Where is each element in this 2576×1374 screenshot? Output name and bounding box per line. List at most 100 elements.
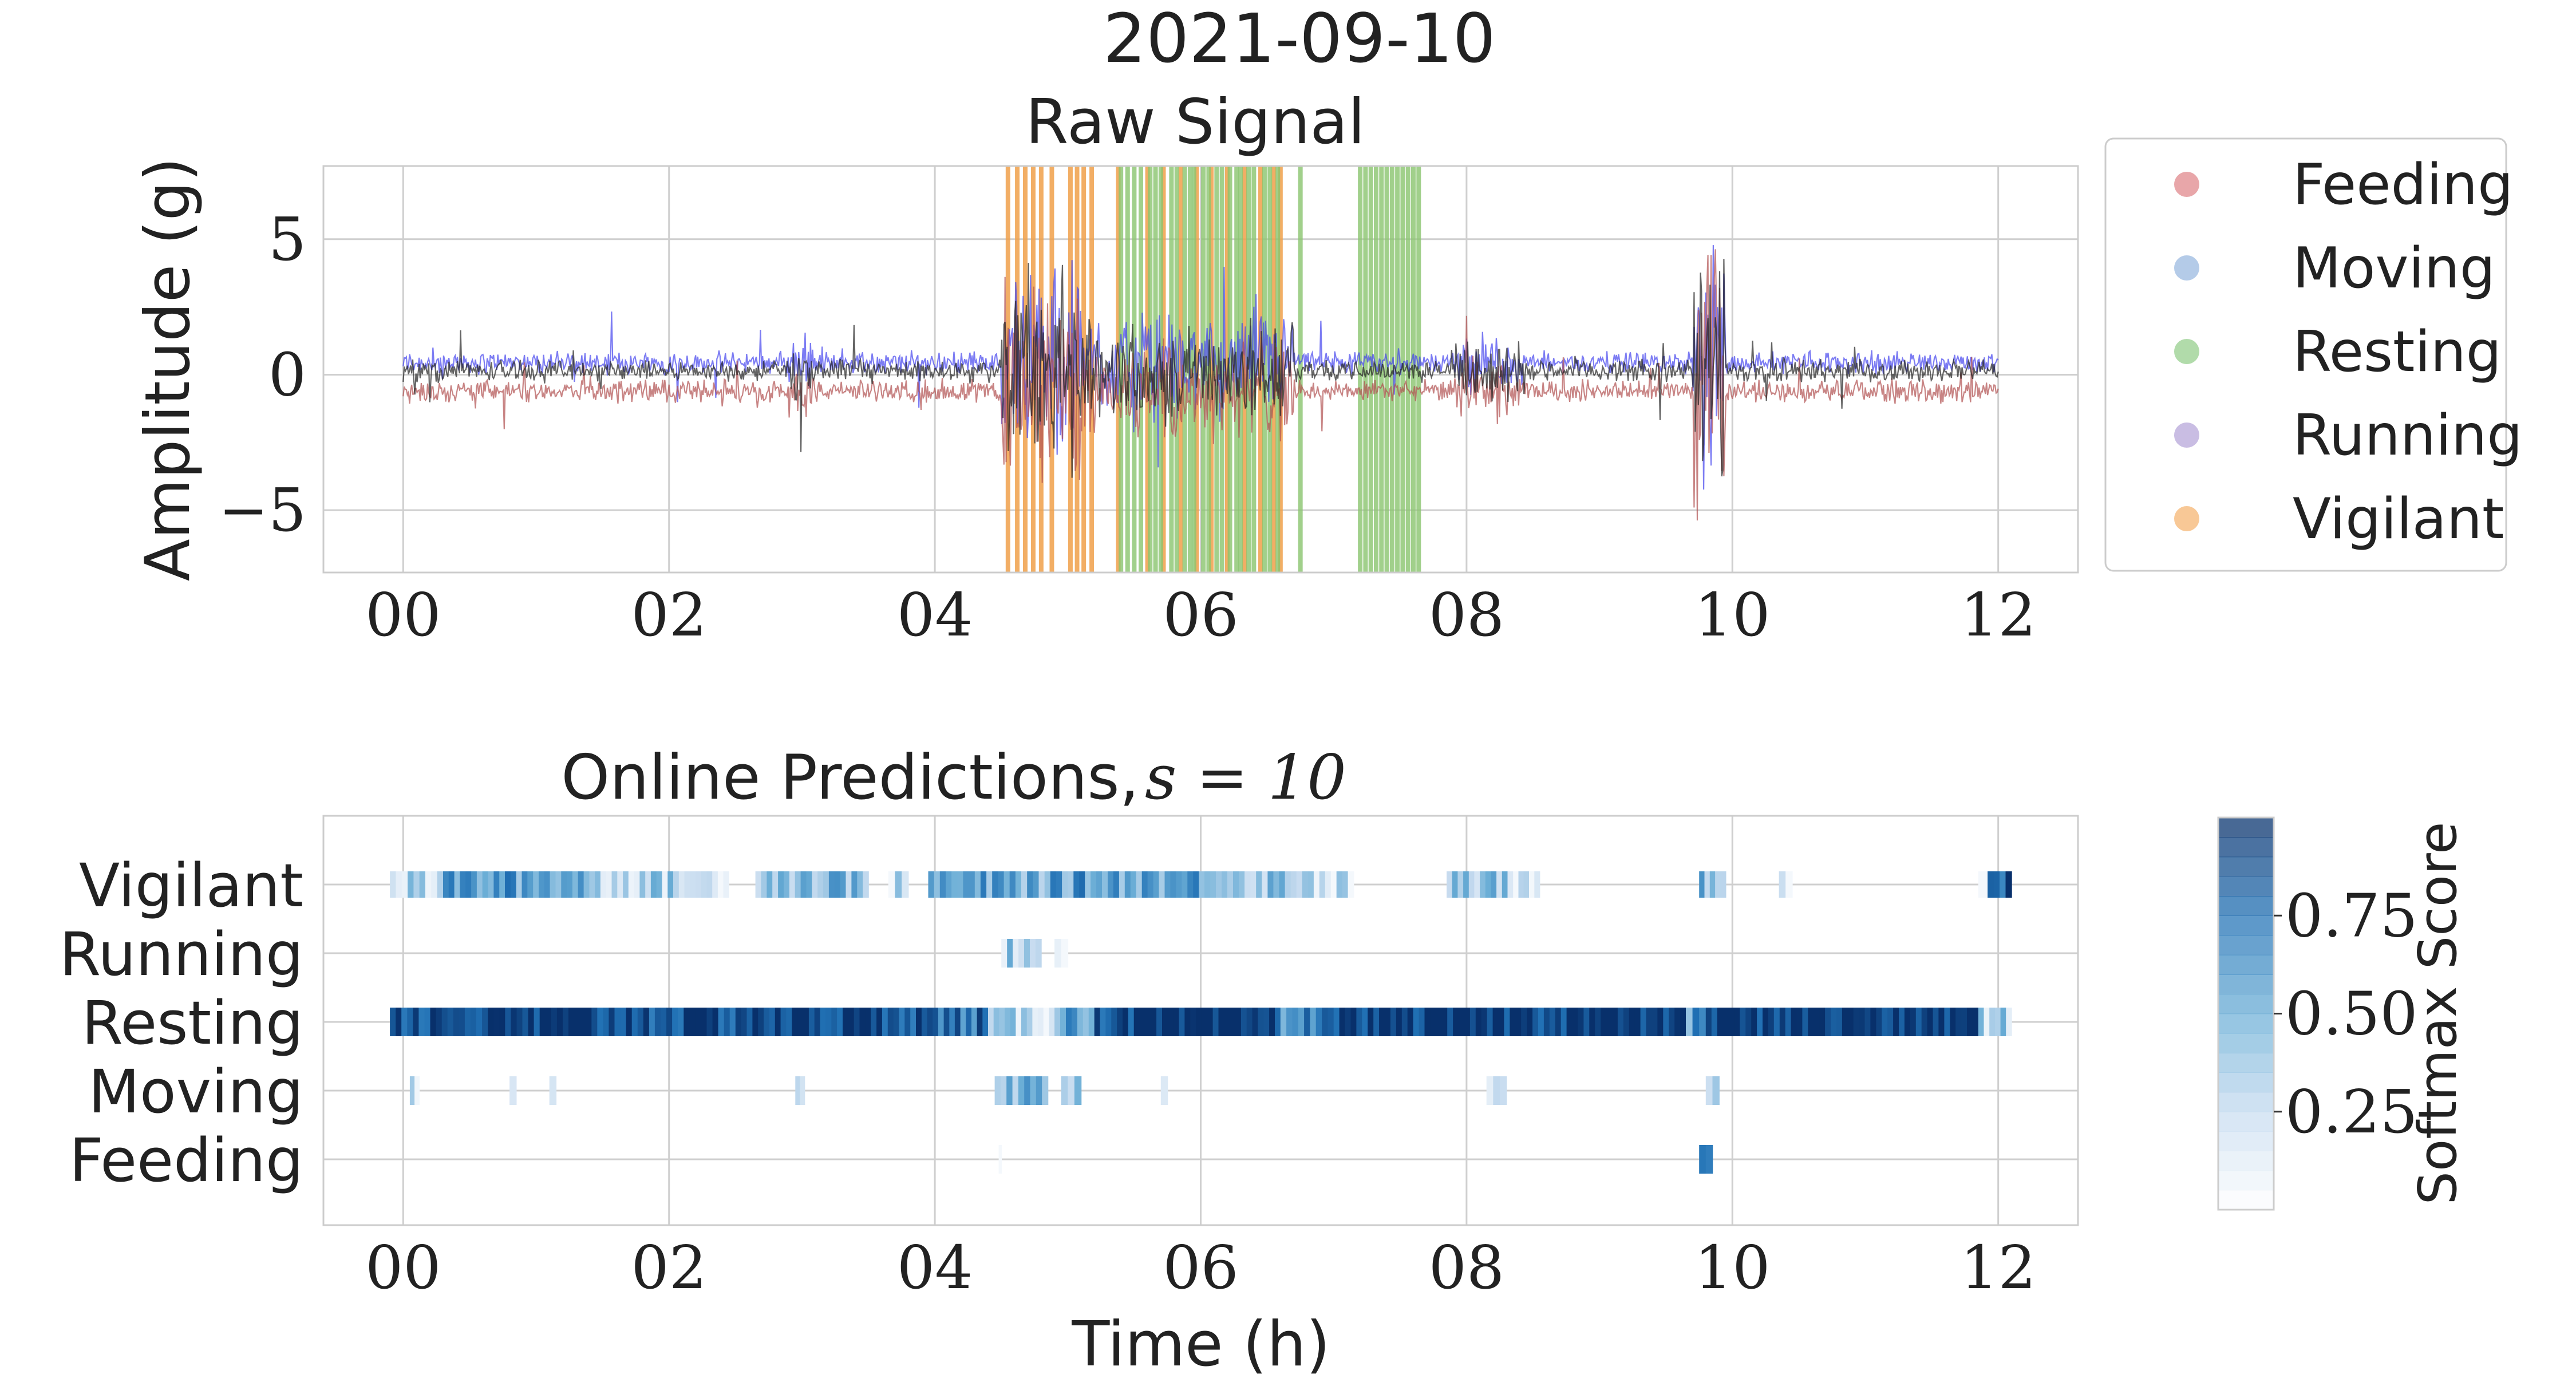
colorbar-step xyxy=(2218,1111,2274,1132)
prediction-cell-resting xyxy=(1728,1008,1735,1036)
prediction-cell-vigilant xyxy=(544,871,551,898)
prediction-cell-vigilant xyxy=(1085,871,1091,898)
prediction-cell-resting xyxy=(1212,1008,1219,1036)
prediction-cell-resting xyxy=(1368,1008,1374,1036)
prediction-cell-vigilant xyxy=(1239,871,1245,898)
prediction-cell-vigilant xyxy=(1182,871,1188,898)
behavior-band-vigilant xyxy=(1194,166,1199,572)
prediction-cell-moving xyxy=(1068,1076,1075,1105)
prediction-cell-resting xyxy=(654,1008,661,1036)
prediction-cell-vigilant xyxy=(1015,871,1022,898)
prediction-cell-vigilant xyxy=(396,871,402,898)
prediction-cell-running xyxy=(1013,939,1019,968)
prediction-cell-resting xyxy=(563,1008,569,1036)
prediction-cell-resting xyxy=(859,1008,866,1036)
prediction-cell-resting xyxy=(741,1008,748,1036)
colorbar-tick-label: 0.25 xyxy=(2285,1077,2418,1147)
prediction-cell-resting xyxy=(988,1008,994,1036)
prediction-cell-resting xyxy=(1842,1008,1848,1036)
prediction-cell-resting xyxy=(1740,1008,1746,1036)
prediction-cell-vigilant xyxy=(1296,871,1303,898)
prediction-cell-resting xyxy=(1094,1008,1101,1036)
legend: Feeding Moving Resting Running Vigilant xyxy=(2104,137,2523,572)
prediction-cell-resting xyxy=(424,1008,431,1036)
prediction-cell-vigilant xyxy=(1699,871,1705,898)
prediction-cell-resting xyxy=(545,1008,552,1036)
prediction-cell-moving xyxy=(1042,1076,1049,1105)
prediction-cell-resting xyxy=(499,1008,506,1036)
prediction-cell-resting xyxy=(1162,1008,1168,1036)
prediction-cell-vigilant xyxy=(1056,871,1062,898)
prediction-cell-vigilant xyxy=(1983,871,1988,898)
prediction-cell-resting xyxy=(921,1008,928,1036)
prediction-cell-resting xyxy=(1275,1008,1281,1036)
prediction-cell-resting xyxy=(1453,1008,1459,1036)
prediction-cell-resting xyxy=(1549,1008,1556,1036)
prediction-cell-vigilant xyxy=(963,871,970,898)
prediction-cell-vigilant xyxy=(784,871,790,898)
prediction-cell-vigilant xyxy=(696,871,702,898)
prediction-cell-vigilant xyxy=(1159,871,1165,898)
prediction-cell-vigilant xyxy=(723,871,729,898)
prediction-cell-resting xyxy=(1269,1008,1275,1036)
prediction-cell-resting xyxy=(1510,1008,1516,1036)
prediction-cell-vigilant xyxy=(1529,871,1535,898)
prediction-cell-moving xyxy=(409,1076,415,1105)
prediction-cell-vigilant xyxy=(561,871,567,898)
prediction-cell-vigilant xyxy=(1003,871,1010,898)
prediction-cell-resting xyxy=(689,1008,696,1036)
prediction-cell-resting xyxy=(1246,1008,1253,1036)
prediction-cell-vigilant xyxy=(1457,871,1464,898)
y-axis-label: Amplitude (g) xyxy=(132,157,204,582)
predictions-x-ticks: 00 02 04 06 08 10 12 xyxy=(365,1233,2036,1302)
legend-label: Vigilant xyxy=(2293,487,2504,552)
prediction-cell-resting xyxy=(551,1008,558,1036)
prediction-cell-moving xyxy=(800,1076,805,1105)
prediction-cell-moving xyxy=(1012,1076,1019,1105)
prediction-cell-vigilant xyxy=(1130,871,1137,898)
prediction-cell-resting xyxy=(1680,1008,1686,1036)
prediction-cell-resting xyxy=(1240,1008,1247,1036)
prediction-cell-resting xyxy=(626,1008,633,1036)
prediction-cell-vigilant xyxy=(1033,871,1040,898)
prediction-cell-resting xyxy=(1825,1008,1831,1036)
prediction-cell-feeding xyxy=(1705,1145,1713,1174)
prediction-cell-vigilant xyxy=(408,871,414,898)
prediction-cell-running xyxy=(1035,939,1042,968)
prediction-cell-resting xyxy=(631,1008,638,1036)
prediction-cell-resting xyxy=(683,1008,690,1036)
legend-marker xyxy=(2174,423,2199,448)
raw-signal-title: Raw Signal xyxy=(1025,86,1365,158)
prediction-cell-resting xyxy=(1481,1008,1488,1036)
prediction-cell-vigilant xyxy=(1307,871,1314,898)
prediction-cell-vigilant xyxy=(1193,871,1199,898)
prediction-cell-resting xyxy=(729,1008,736,1036)
prediction-cell-resting xyxy=(1263,1008,1270,1036)
colorbar-step xyxy=(2218,1013,2274,1034)
prediction-cell-resting xyxy=(1686,1008,1693,1036)
prediction-cell-resting xyxy=(396,1008,402,1036)
prediction-cell-vigilant xyxy=(645,871,651,898)
prediction-cell-resting xyxy=(1814,1008,1820,1036)
prediction-cell-resting xyxy=(1071,1008,1078,1036)
prediction-cell-resting xyxy=(780,1008,787,1036)
prediction-cell-vigilant xyxy=(1073,871,1080,898)
prediction-cell-vigilant xyxy=(1330,871,1337,898)
prediction-cell-vigilant xyxy=(1038,871,1045,898)
prediction-cell-resting xyxy=(1870,1008,1877,1036)
prediction-cell-resting xyxy=(1475,1008,1482,1036)
prediction-cell-vigilant xyxy=(390,871,397,898)
prediction-cell-resting xyxy=(764,1008,770,1036)
prediction-cell-resting xyxy=(1424,1008,1431,1036)
prediction-cell-resting xyxy=(1751,1008,1757,1036)
prediction-cell-vigilant xyxy=(934,871,941,898)
top-x-tick-label: 04 xyxy=(897,580,973,650)
prediction-cell-resting xyxy=(1167,1008,1174,1036)
raw-signal-frame xyxy=(322,165,2079,574)
prediction-cell-vigilant xyxy=(1124,871,1131,898)
prediction-cell-resting xyxy=(1390,1008,1397,1036)
prediction-cell-vigilant xyxy=(1021,871,1028,898)
prediction-cell-resting xyxy=(1663,1008,1669,1036)
prediction-cell-resting xyxy=(447,1008,454,1036)
